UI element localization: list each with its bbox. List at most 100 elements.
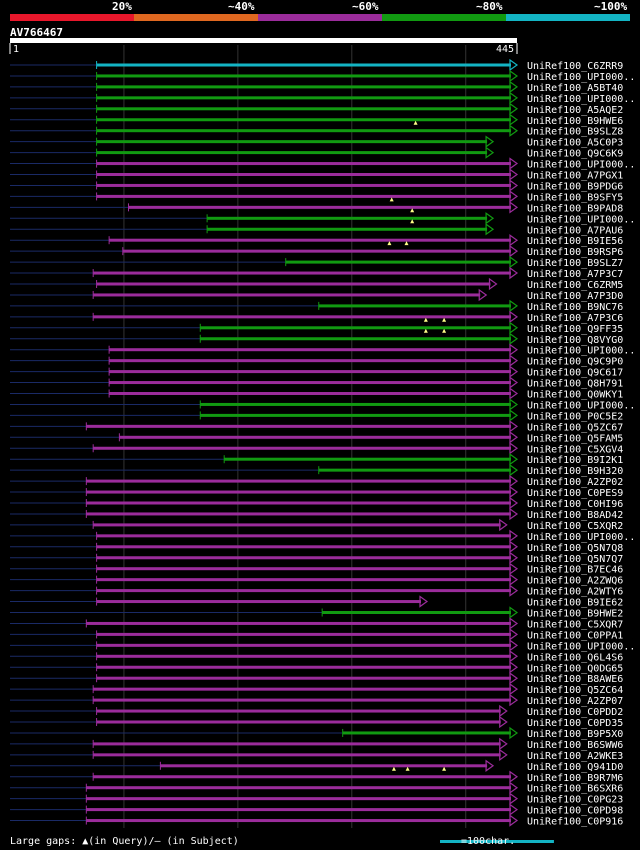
- hit-row[interactable]: UniRef100_A2ZWQ6: [10, 573, 623, 587]
- hit-label[interactable]: UniRef100_Q941D0: [527, 762, 623, 773]
- hit-row[interactable]: UniRef100_B9P5X0: [10, 726, 623, 740]
- hit-label[interactable]: UniRef100_Q8H791: [527, 379, 623, 390]
- hit-label[interactable]: UniRef100_A2ZWQ6: [527, 576, 623, 587]
- hit-label[interactable]: UniRef100_C0P916: [527, 817, 623, 828]
- hit-label[interactable]: UniRef100_UPI000..: [527, 346, 635, 357]
- hit-row[interactable]: UniRef100_B9IE62: [10, 595, 623, 609]
- hit-label[interactable]: UniRef100_Q9C617: [527, 368, 623, 379]
- hit-label[interactable]: UniRef100_Q9C9P0: [527, 357, 623, 368]
- hit-label[interactable]: UniRef100_A7P3D0: [527, 291, 623, 302]
- hit-row[interactable]: UniRef100_B9HWE6: [10, 113, 623, 127]
- hit-row[interactable]: UniRef100_Q5FAM5: [10, 431, 623, 444]
- hit-row[interactable]: UniRef100_A2WTY6: [10, 584, 623, 598]
- hit-label[interactable]: UniRef100_Q5ZC67: [527, 422, 623, 433]
- hit-label[interactable]: UniRef100_B9SLZ7: [527, 258, 623, 269]
- hit-label[interactable]: UniRef100_A5AQE2: [527, 105, 623, 116]
- hit-row[interactable]: UniRef100_C0PPA1: [10, 628, 623, 641]
- hit-label[interactable]: UniRef100_UPI000..: [527, 641, 635, 652]
- hit-label[interactable]: UniRef100_C0PG23: [527, 795, 623, 806]
- hit-row[interactable]: UniRef100_A5AQE2: [10, 102, 623, 116]
- hit-row[interactable]: UniRef100_B9SLZ7: [10, 255, 623, 269]
- hit-row[interactable]: UniRef100_UPI000..: [10, 529, 635, 543]
- hit-label[interactable]: UniRef100_C5XGV4: [527, 444, 623, 455]
- hit-row[interactable]: UniRef100_Q9FF35: [10, 317, 623, 335]
- hit-row[interactable]: UniRef100_Q5N7Q8: [10, 540, 623, 554]
- hit-row[interactable]: UniRef100_B9RSP6: [10, 241, 623, 258]
- hit-row[interactable]: UniRef100_A2ZP02: [10, 474, 623, 488]
- hit-label[interactable]: UniRef100_A2WTY6: [527, 587, 623, 598]
- hit-row[interactable]: UniRef100_UPI000..: [10, 208, 635, 225]
- hit-row[interactable]: UniRef100_C0HI96: [10, 496, 623, 510]
- hit-label[interactable]: UniRef100_Q0WKY1: [527, 390, 623, 401]
- hit-label[interactable]: UniRef100_Q8VYG0: [527, 335, 623, 346]
- hit-label[interactable]: UniRef100_A7PAU6: [527, 225, 623, 236]
- hit-label[interactable]: UniRef100_A5BT40: [527, 83, 623, 94]
- hit-label[interactable]: UniRef100_C0HI96: [527, 499, 623, 510]
- hit-label[interactable]: UniRef100_C0PPA1: [527, 630, 623, 641]
- hit-row[interactable]: UniRef100_B9SFY5: [10, 190, 623, 203]
- hit-row[interactable]: UniRef100_C0PG23: [10, 792, 623, 806]
- hit-label[interactable]: UniRef100_A7PGX1: [527, 171, 623, 182]
- hit-label[interactable]: UniRef100_UPI000..: [527, 532, 635, 543]
- hit-label[interactable]: UniRef100_C0PDD2: [527, 707, 623, 718]
- hit-label[interactable]: UniRef100_B9P5X0: [527, 729, 623, 740]
- hit-row[interactable]: UniRef100_A7PGX1: [10, 168, 623, 182]
- hit-row[interactable]: UniRef100_UPI000..: [10, 91, 635, 105]
- hit-row[interactable]: UniRef100_Q6L4S6: [10, 650, 623, 663]
- hit-row[interactable]: UniRef100_C5XQR7: [10, 617, 623, 630]
- hit-row[interactable]: UniRef100_C0PDD2: [10, 704, 623, 718]
- hit-row[interactable]: UniRef100_B8AD42: [10, 507, 623, 521]
- hit-label[interactable]: UniRef100_A2ZP02: [527, 477, 623, 488]
- hit-row[interactable]: UniRef100_Q5N7Q7: [10, 551, 623, 565]
- hit-row[interactable]: UniRef100_UPI000..: [10, 343, 635, 357]
- hit-row[interactable]: UniRef100_A7P3D0: [10, 288, 623, 302]
- hit-label[interactable]: UniRef100_Q0DG65: [527, 663, 623, 674]
- hit-row[interactable]: UniRef100_C6ZRR9: [10, 58, 623, 72]
- hit-row[interactable]: UniRef100_Q941D0: [10, 759, 623, 773]
- hit-label[interactable]: UniRef100_B8AWE6: [527, 674, 623, 685]
- hit-row[interactable]: UniRef100_Q8VYG0: [10, 328, 623, 346]
- hit-label[interactable]: UniRef100_C0PD98: [527, 806, 623, 817]
- hit-label[interactable]: UniRef100_Q5ZC64: [527, 685, 623, 696]
- hit-row[interactable]: UniRef100_C5XGV4: [10, 442, 623, 455]
- hit-label[interactable]: UniRef100_Q9C6K9: [527, 149, 623, 160]
- hit-label[interactable]: UniRef100_B6SXR6: [527, 784, 623, 795]
- hit-label[interactable]: UniRef100_C5XQR7: [527, 619, 623, 630]
- hit-label[interactable]: UniRef100_C0PD35: [527, 718, 623, 729]
- hit-label[interactable]: UniRef100_P0C5E2: [527, 411, 623, 422]
- hit-row[interactable]: UniRef100_B9NC76: [10, 299, 623, 313]
- hit-row[interactable]: UniRef100_B9PDG6: [10, 179, 623, 192]
- hit-label[interactable]: UniRef100_B7EC46: [527, 565, 623, 576]
- hit-row[interactable]: UniRef100_Q9C6K9: [10, 146, 623, 160]
- hit-label[interactable]: UniRef100_B9HWE2: [527, 609, 623, 620]
- hit-row[interactable]: UniRef100_A2ZP07: [10, 693, 623, 707]
- hit-row[interactable]: UniRef100_B9HWE2: [10, 606, 623, 620]
- hit-row[interactable]: UniRef100_C6ZRM5: [10, 277, 623, 291]
- hit-label[interactable]: UniRef100_UPI000..: [527, 72, 635, 83]
- hit-label[interactable]: UniRef100_Q9FF35: [527, 324, 623, 335]
- hit-row[interactable]: UniRef100_C0P916: [10, 814, 623, 828]
- hit-row[interactable]: UniRef100_UPI000..: [10, 639, 635, 652]
- hit-label[interactable]: UniRef100_B9SLZ8: [527, 127, 623, 138]
- hit-label[interactable]: UniRef100_C6ZRR9: [527, 61, 623, 72]
- hit-label[interactable]: UniRef100_Q6L4S6: [527, 652, 623, 663]
- hit-label[interactable]: UniRef100_Q5FAM5: [527, 433, 623, 444]
- hit-row[interactable]: UniRef100_Q0WKY1: [10, 387, 623, 401]
- hit-label[interactable]: UniRef100_B9SFY5: [527, 192, 623, 203]
- hit-row[interactable]: UniRef100_Q5ZC67: [10, 420, 623, 433]
- hit-row[interactable]: UniRef100_B6SWW6: [10, 737, 623, 751]
- hit-label[interactable]: UniRef100_B9I2K1: [527, 455, 623, 466]
- hit-row[interactable]: UniRef100_P0C5E2: [10, 409, 623, 422]
- hit-row[interactable]: UniRef100_B7EC46: [10, 562, 623, 576]
- hit-row[interactable]: UniRef100_A7P3C6: [10, 310, 623, 324]
- hit-row[interactable]: UniRef100_C0PES9: [10, 485, 623, 499]
- hit-label[interactable]: UniRef100_C0PES9: [527, 488, 623, 499]
- hit-row[interactable]: UniRef100_B8AWE6: [10, 672, 623, 685]
- hit-row[interactable]: UniRef100_Q5ZC64: [10, 682, 623, 696]
- hit-row[interactable]: UniRef100_Q0DG65: [10, 661, 623, 674]
- hit-row[interactable]: UniRef100_B9IE56: [10, 234, 623, 247]
- hit-label[interactable]: UniRef100_B9R7M6: [527, 773, 623, 784]
- hit-label[interactable]: UniRef100_C5XQR2: [527, 521, 623, 532]
- hit-row[interactable]: UniRef100_A7PAU6: [10, 219, 623, 236]
- hit-label[interactable]: UniRef100_B9PDG6: [527, 181, 623, 192]
